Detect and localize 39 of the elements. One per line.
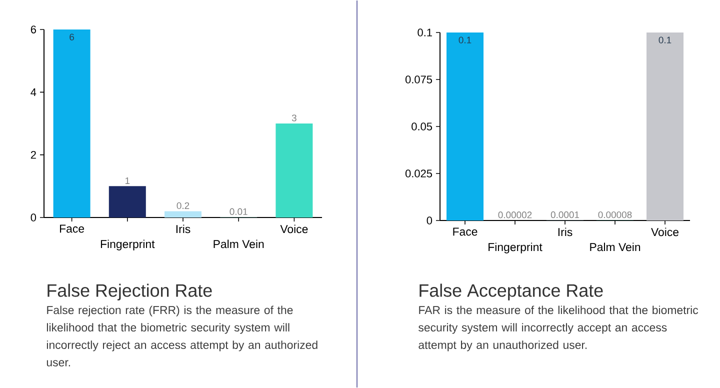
data-label: 0.00002: [498, 212, 532, 218]
bar: [446, 32, 484, 220]
data-label: 6: [70, 34, 74, 40]
y-tick-label: 0: [30, 214, 36, 222]
x-tick-label: Voice: [280, 224, 308, 234]
data-label: 0.2: [176, 202, 190, 210]
y-tick-label: 0.1: [418, 28, 432, 36]
data-label: 1: [125, 177, 130, 184]
text: False rejection rate (FRR) is the measure of the likelihood that the biometric security system will incorrectly reject an access attempt by an authorized user.: [46, 306, 318, 366]
data-label: 0.01: [230, 208, 248, 215]
y-tick-label: 0.075: [405, 76, 432, 84]
bar: [646, 32, 684, 220]
y-tick-label: 0.025: [405, 170, 432, 178]
x-tick-label: Face: [60, 224, 84, 233]
data-label: 3: [292, 114, 296, 122]
y-tick-label: 0.05: [412, 122, 432, 130]
x-tick-label: Fingerprint: [488, 242, 542, 254]
bar: [276, 124, 313, 218]
data-label: 0.0001: [550, 211, 580, 218]
data-label: 0.1: [458, 36, 472, 44]
y-tick-label: 6: [30, 26, 36, 34]
bar: [53, 30, 90, 218]
x-tick-label: Fingerprint: [100, 240, 155, 250]
data-label: 0.1: [658, 36, 672, 44]
x-tick-label: Iris: [558, 228, 572, 236]
y-tick-label: 0: [426, 216, 432, 224]
x-tick-label: Palm Vein: [214, 240, 264, 248]
x-tick-label: Iris: [176, 224, 190, 234]
text: False Rejection Rate: [48, 284, 212, 300]
bar: [164, 211, 202, 218]
bar: [108, 186, 146, 218]
text: False Acceptance Rate: [420, 284, 603, 300]
data-label: 0.00008: [598, 211, 632, 218]
x-tick-label: Palm Vein: [590, 242, 640, 252]
x-tick-label: Voice: [651, 228, 679, 236]
y-tick-label: 2: [30, 151, 36, 159]
y-tick-label: 4: [30, 88, 36, 96]
text: FAR is the measure of the likelihood that the biometric security system will incorrectly accept an access attempt by an unauthorized user.: [418, 306, 698, 352]
x-tick-label: Face: [453, 228, 478, 236]
